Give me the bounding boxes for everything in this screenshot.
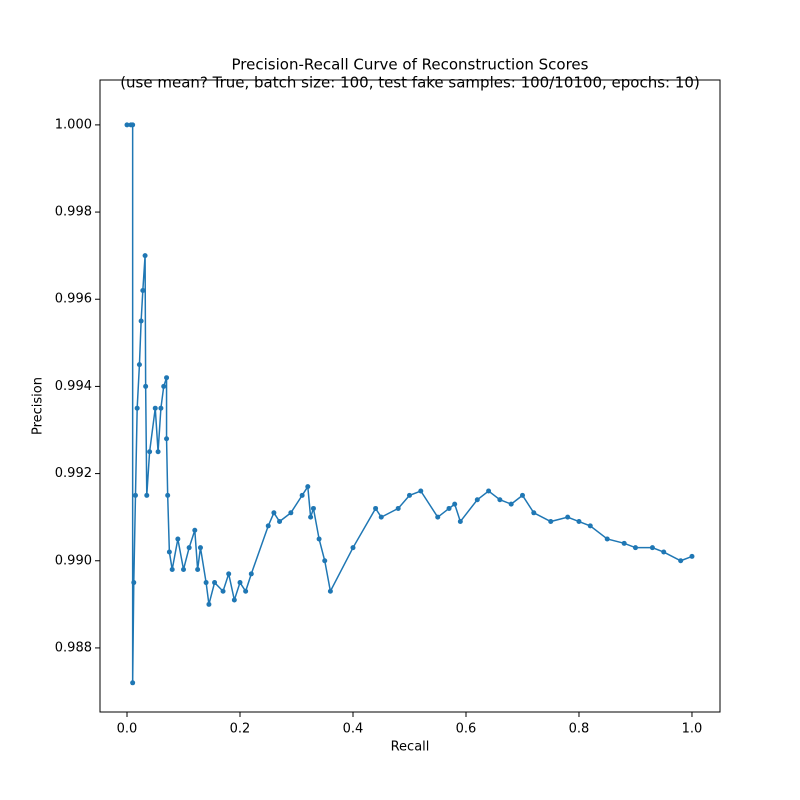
point bbox=[395, 505, 401, 511]
point bbox=[418, 488, 424, 494]
point bbox=[143, 383, 149, 389]
point bbox=[186, 545, 192, 551]
point bbox=[231, 597, 237, 603]
point bbox=[350, 545, 356, 551]
point bbox=[678, 558, 684, 564]
x-tick-label: 0.0 bbox=[117, 722, 138, 737]
point bbox=[435, 514, 441, 520]
point bbox=[661, 549, 667, 555]
point bbox=[497, 497, 503, 503]
point bbox=[134, 405, 140, 411]
point bbox=[474, 497, 480, 503]
point bbox=[165, 492, 171, 498]
point bbox=[144, 492, 150, 498]
point bbox=[197, 545, 203, 551]
point bbox=[457, 519, 463, 525]
point bbox=[299, 492, 305, 498]
point bbox=[508, 501, 514, 507]
y-tick-label: 0.994 bbox=[55, 379, 92, 394]
point bbox=[161, 383, 167, 389]
point bbox=[132, 492, 138, 498]
point bbox=[531, 510, 537, 516]
point bbox=[158, 405, 164, 411]
point bbox=[305, 484, 311, 490]
point bbox=[138, 318, 144, 324]
point bbox=[689, 553, 695, 559]
point bbox=[248, 571, 254, 577]
point bbox=[576, 519, 582, 525]
point bbox=[649, 545, 655, 551]
x-tick-label: 0.6 bbox=[456, 722, 477, 737]
point bbox=[206, 601, 212, 607]
line bbox=[127, 124, 693, 683]
point bbox=[587, 523, 593, 529]
point bbox=[155, 449, 161, 455]
point bbox=[124, 122, 130, 128]
point bbox=[142, 253, 148, 259]
point bbox=[322, 558, 328, 564]
y-tick-label: 0.996 bbox=[55, 292, 92, 307]
point bbox=[243, 588, 249, 594]
y-axis-label: Precision bbox=[31, 377, 46, 435]
point bbox=[378, 514, 384, 520]
point bbox=[310, 505, 316, 511]
point bbox=[175, 536, 181, 542]
y-tick-label: 0.998 bbox=[55, 205, 92, 220]
y-tick-label: 0.992 bbox=[55, 466, 92, 481]
point bbox=[203, 580, 209, 586]
chart-subtitle: (use mean? True, batch size: 100, test f… bbox=[120, 74, 700, 92]
point bbox=[169, 566, 175, 572]
point bbox=[166, 549, 172, 555]
y-tick-label: 0.990 bbox=[55, 553, 92, 568]
x-axis-label: Recall bbox=[391, 740, 430, 755]
point bbox=[140, 288, 146, 294]
point bbox=[446, 505, 452, 511]
point bbox=[548, 519, 554, 525]
point bbox=[265, 523, 271, 529]
point bbox=[452, 501, 458, 507]
point bbox=[271, 510, 277, 516]
point bbox=[147, 449, 153, 455]
point bbox=[565, 514, 571, 520]
point bbox=[327, 588, 333, 594]
point bbox=[195, 566, 201, 572]
point bbox=[406, 492, 412, 498]
point bbox=[152, 405, 158, 411]
point bbox=[519, 492, 525, 498]
chart-title: Precision-Recall Curve of Reconstruction… bbox=[232, 56, 589, 74]
point bbox=[164, 375, 170, 381]
x-tick-label: 1.0 bbox=[682, 722, 703, 737]
point bbox=[604, 536, 610, 542]
point bbox=[373, 505, 379, 511]
point bbox=[226, 571, 232, 577]
point bbox=[288, 510, 294, 516]
point bbox=[130, 680, 136, 686]
point bbox=[621, 540, 627, 546]
point bbox=[237, 580, 243, 586]
y-tick-label: 0.988 bbox=[55, 640, 92, 655]
point bbox=[192, 527, 198, 533]
point bbox=[316, 536, 322, 542]
point bbox=[277, 519, 283, 525]
point bbox=[486, 488, 492, 494]
x-tick-label: 0.2 bbox=[230, 722, 251, 737]
x-tick-label: 0.4 bbox=[343, 722, 364, 737]
point bbox=[632, 545, 638, 551]
x-tick-label: 0.8 bbox=[569, 722, 590, 737]
point bbox=[220, 588, 226, 594]
point bbox=[130, 122, 136, 128]
point bbox=[136, 362, 142, 368]
y-tick-label: 1.000 bbox=[55, 117, 92, 132]
point bbox=[308, 514, 314, 520]
point bbox=[131, 580, 137, 586]
point bbox=[164, 436, 170, 442]
point bbox=[181, 566, 187, 572]
point bbox=[212, 580, 218, 586]
plot-frame bbox=[99, 79, 721, 713]
